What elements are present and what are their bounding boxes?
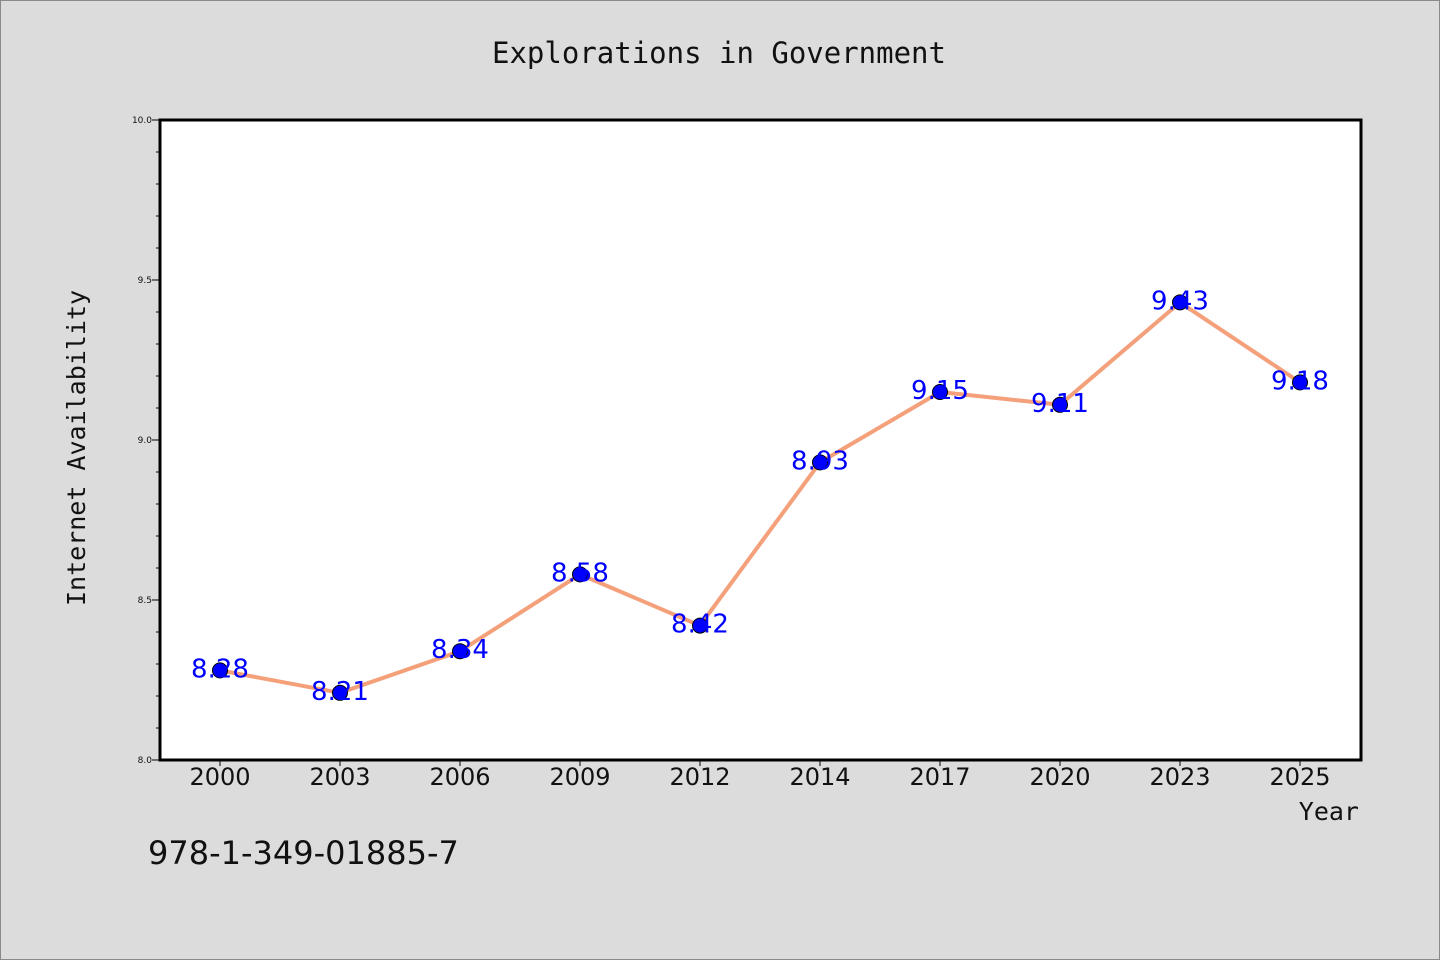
data-point-marker: [1172, 294, 1188, 311]
x-tick-label: 2003: [309, 763, 370, 791]
y-axis: 8.0 8.5 9.0 9.5 10.0: [132, 116, 160, 766]
data-label: 9.18: [1271, 366, 1329, 396]
data-point-marker: [1292, 374, 1308, 391]
data-label: 8.42: [671, 610, 729, 640]
x-tick-label: 2014: [789, 763, 850, 791]
data-series: [212, 294, 1308, 701]
data-label: 8.58: [551, 558, 609, 588]
data-point-marker: [452, 643, 468, 660]
isbn-annotation: 978-1-349-01885-7: [148, 834, 459, 872]
data-point-marker: [692, 617, 708, 634]
x-axis-title: Year: [1299, 797, 1359, 826]
x-tick-label: 2023: [1149, 763, 1210, 791]
data-point-marker: [1052, 396, 1068, 413]
data-label: 8.93: [791, 446, 849, 476]
y-tick-label: 10.0: [132, 116, 152, 126]
x-tick-label: 2009: [549, 763, 610, 791]
data-label: 9.15: [911, 376, 969, 406]
x-tick-label: 2000: [189, 763, 250, 791]
y-tick-label: 9.5: [138, 276, 152, 286]
data-label: 9.11: [1031, 389, 1089, 419]
data-point-marker: [932, 384, 948, 400]
series-line: [218, 300, 1302, 695]
data-labels: 8.28 8.21 8.34 8.58 8.42 8.93 9.15 9.11 9.43 9.18: [191, 286, 1329, 706]
plot-area: [160, 120, 1361, 760]
x-axis: 2000 2003 2006 2009 2012 2014 2017 2020 2023 2025: [189, 760, 1331, 791]
x-tick-label: 2020: [1029, 763, 1090, 791]
x-tick-label: 2025: [1269, 763, 1330, 791]
data-label: 8.21: [311, 677, 369, 707]
x-tick-label: 2012: [669, 763, 730, 791]
y-tick-label: 8.0: [138, 756, 153, 766]
data-label: 8.34: [431, 635, 489, 665]
y-tick-label: 9.0: [138, 436, 153, 446]
x-tick-label: 2006: [429, 763, 490, 791]
data-point-marker: [332, 684, 348, 701]
chart-title: Explorations in Government: [492, 36, 946, 70]
y-axis-title: Internet Availability: [62, 290, 91, 606]
data-label: 8.28: [191, 654, 249, 684]
y-tick-label: 8.5: [138, 596, 152, 606]
data-label: 9.43: [1151, 286, 1209, 316]
data-point-marker: [212, 662, 228, 679]
data-point-marker: [572, 566, 588, 583]
data-point-marker: [812, 454, 828, 471]
plot-frame: [158, 118, 1363, 762]
x-tick-label: 2017: [909, 763, 970, 791]
